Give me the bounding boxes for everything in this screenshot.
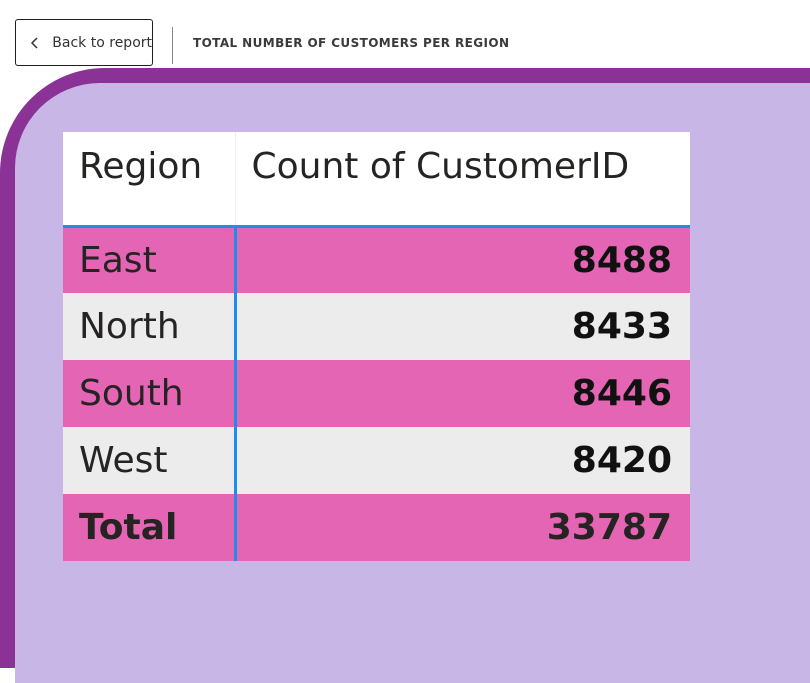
column-header-count[interactable]: Count of CustomerID — [235, 132, 690, 228]
column-header-region[interactable]: Region — [63, 132, 236, 228]
table-row[interactable]: East 8488 — [63, 226, 690, 293]
table-row[interactable]: South 8446 — [63, 360, 690, 427]
table-header-row: Region Count of CustomerID — [63, 132, 690, 228]
region-cell: North — [63, 293, 237, 360]
header-divider — [172, 27, 173, 64]
region-cell: East — [63, 226, 237, 293]
table-row[interactable]: North 8433 — [63, 293, 690, 360]
customers-per-region-table: Region Count of CustomerID East 8488 Nor… — [63, 132, 690, 561]
count-cell: 8420 — [235, 427, 690, 494]
region-cell: West — [63, 427, 237, 494]
total-row[interactable]: Total 33787 — [63, 494, 690, 561]
back-to-report-button[interactable]: Back to report — [15, 19, 153, 66]
table-row[interactable]: West 8420 — [63, 427, 690, 494]
count-cell: 8488 — [235, 226, 690, 293]
count-cell: 8446 — [235, 360, 690, 427]
count-cell: 8433 — [235, 293, 690, 360]
total-label-cell: Total — [63, 494, 237, 561]
region-cell: South — [63, 360, 237, 427]
chevron-left-icon — [22, 36, 47, 50]
page-header: Back to report TOTAL NUMBER OF CUSTOMERS… — [0, 0, 810, 74]
back-to-report-label: Back to report — [52, 34, 152, 51]
page-title: TOTAL NUMBER OF CUSTOMERS PER REGION — [193, 36, 510, 50]
total-count-cell: 33787 — [235, 494, 690, 561]
